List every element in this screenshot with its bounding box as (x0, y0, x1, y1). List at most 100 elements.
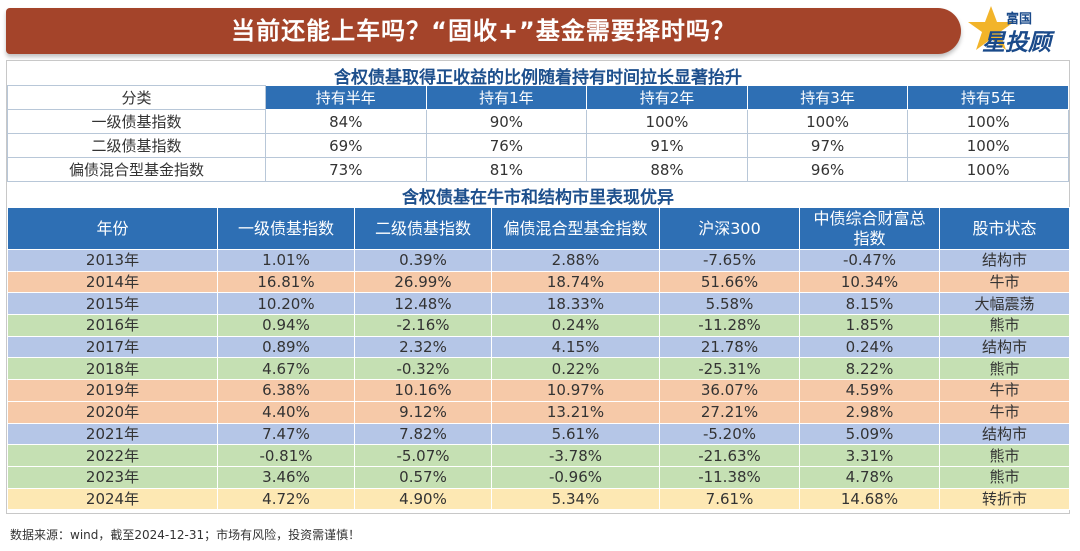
header-cell: 持有3年 (746, 85, 909, 110)
return-cell: 7.47% (217, 422, 355, 446)
return-cell: 13.21% (491, 400, 660, 424)
table-row: 2023年 3.46% 0.57% -0.96% -11.38% 4.78% 熊市 (7, 465, 1070, 489)
return-cell: 9.12% (354, 400, 492, 424)
header-cell: 持有1年 (425, 85, 588, 110)
content-panel: 含权债基取得正收益的比例随着持有时间拉长显著抬升 分类 持有半年 持有1年 持有… (6, 60, 1070, 514)
percent-cell: 84% (265, 109, 427, 134)
year-cell: 2018年 (7, 357, 218, 381)
section1-title: 含权债基取得正收益的比例随着持有时间拉长显著抬升 (334, 68, 742, 88)
percent-cell: 96% (746, 157, 909, 182)
category-cell: 偏债混合型基金指数 (7, 157, 266, 182)
return-cell: 0.57% (354, 465, 492, 489)
table-row: 2013年 1.01% 0.39% 2.88% -7.65% -0.47% 结构市 (7, 249, 1070, 272)
return-cell: -0.32% (354, 357, 492, 381)
percent-cell: 76% (425, 133, 588, 158)
market-state-cell: 熊市 (939, 314, 1070, 337)
section2-title: 含权债基在牛市和结构市里表现优异 (402, 188, 674, 208)
percent-cell: 100% (586, 109, 748, 134)
return-cell: 6.38% (217, 379, 355, 402)
market-state-cell: 转折市 (939, 487, 1070, 511)
table-header-row: 分类 持有半年 持有1年 持有2年 持有3年 持有5年 (7, 85, 1069, 110)
return-cell: 10.34% (799, 270, 940, 294)
table-row: 2020年 4.40% 9.12% 13.21% 27.21% 2.98% 牛市 (7, 400, 1070, 424)
year-cell: 2020年 (7, 400, 218, 424)
year-cell: 2022年 (7, 444, 218, 467)
year-cell: 2013年 (7, 249, 218, 272)
header-cell: 一级债基指数 (217, 207, 355, 250)
title-banner: 当前还能上车吗？“固收+”基金需要择时吗？ (6, 8, 961, 54)
return-cell: 4.72% (217, 487, 355, 511)
return-cell: 1.85% (799, 314, 940, 337)
holding-period-table: 分类 持有半年 持有1年 持有2年 持有3年 持有5年 一级债基指数 84% 90%… (7, 85, 1069, 182)
return-cell: 0.89% (217, 335, 355, 359)
page-title: 当前还能上车吗？“固收+”基金需要择时吗？ (231, 17, 736, 45)
year-cell: 2016年 (7, 314, 218, 337)
return-cell: 7.82% (354, 422, 492, 446)
return-cell: 2.32% (354, 335, 492, 359)
return-cell: 3.46% (217, 465, 355, 489)
table-row: 偏债混合型基金指数 73% 81% 88% 96% 100% (7, 157, 1069, 182)
return-cell: -0.81% (217, 444, 355, 467)
year-cell: 2023年 (7, 465, 218, 489)
table-row: 2018年 4.67% -0.32% 0.22% -25.31% 8.22% 熊市 (7, 357, 1070, 381)
percent-cell: 100% (907, 157, 1069, 182)
return-cell: -0.96% (491, 465, 660, 489)
return-cell: 4.67% (217, 357, 355, 381)
table-row: 2014年 16.81% 26.99% 18.74% 51.66% 10.34% 牛市 (7, 270, 1070, 294)
return-cell: 0.22% (491, 357, 660, 381)
return-cell: 16.81% (217, 270, 355, 294)
return-cell: -5.07% (354, 444, 492, 467)
return-cell: 51.66% (659, 270, 800, 294)
table-row: 一级债基指数 84% 90% 100% 100% 100% (7, 109, 1069, 134)
header-cell: 股市状态 (939, 207, 1070, 250)
return-cell: -25.31% (659, 357, 800, 381)
percent-cell: 97% (746, 133, 909, 158)
star-logo-icon (968, 6, 1014, 50)
header-cell: 年份 (7, 207, 218, 250)
percent-cell: 73% (265, 157, 427, 182)
percent-cell: 100% (746, 109, 909, 134)
header-cell: 持有半年 (265, 85, 427, 110)
table-row: 2019年 6.38% 10.16% 10.97% 36.07% 4.59% 牛市 (7, 379, 1070, 402)
year-cell: 2017年 (7, 335, 218, 359)
market-state-cell: 结构市 (939, 249, 1070, 272)
market-state-cell: 结构市 (939, 335, 1070, 359)
return-cell: 14.68% (799, 487, 940, 511)
return-cell: 2.88% (491, 249, 660, 272)
market-state-cell: 牛市 (939, 270, 1070, 294)
table-row: 2017年 0.89% 2.32% 4.15% 21.78% 0.24% 结构市 (7, 335, 1070, 359)
header-cell: 沪深300 (659, 207, 800, 250)
header-cell: 二级债基指数 (354, 207, 492, 250)
table-row: 2021年 7.47% 7.82% 5.61% -5.20% 5.09% 结构市 (7, 422, 1070, 446)
logo-main-text: 星投顾 (982, 30, 1051, 56)
year-cell: 2014年 (7, 270, 218, 294)
table-row: 2024年 4.72% 4.90% 5.34% 7.61% 14.68% 转折市 (7, 487, 1070, 511)
header-cell: 分类 (7, 85, 266, 110)
percent-cell: 100% (907, 133, 1069, 158)
table-row: 2015年 10.20% 12.48% 18.33% 5.58% 8.15% 大幅震荡 (7, 292, 1070, 316)
return-cell: -11.28% (659, 314, 800, 337)
return-cell: 0.24% (491, 314, 660, 337)
percent-cell: 90% (425, 109, 588, 134)
return-cell: 21.78% (659, 335, 800, 359)
header-cell: 持有2年 (586, 85, 748, 110)
brand-logo: 富国 星投顾 (966, 4, 1078, 56)
return-cell: -11.38% (659, 465, 800, 489)
market-state-cell: 结构市 (939, 422, 1070, 446)
return-cell: 10.16% (354, 379, 492, 402)
return-cell: 18.74% (491, 270, 660, 294)
header-cell: 持有5年 (907, 85, 1069, 110)
market-state-cell: 牛市 (939, 400, 1070, 424)
return-cell: 5.34% (491, 487, 660, 511)
return-cell: 3.31% (799, 444, 940, 467)
footer-note: 数据来源：wind，截至2024-12-31；市场有风险，投资需谨慎！ (10, 528, 361, 542)
return-cell: 10.97% (491, 379, 660, 402)
market-state-cell: 熊市 (939, 357, 1070, 381)
return-cell: 4.90% (354, 487, 492, 511)
category-cell: 二级债基指数 (7, 133, 266, 158)
return-cell: 4.59% (799, 379, 940, 402)
year-cell: 2024年 (7, 487, 218, 511)
return-cell: 0.94% (217, 314, 355, 337)
return-cell: -7.65% (659, 249, 800, 272)
logo-top-text: 富国 (1006, 12, 1033, 27)
